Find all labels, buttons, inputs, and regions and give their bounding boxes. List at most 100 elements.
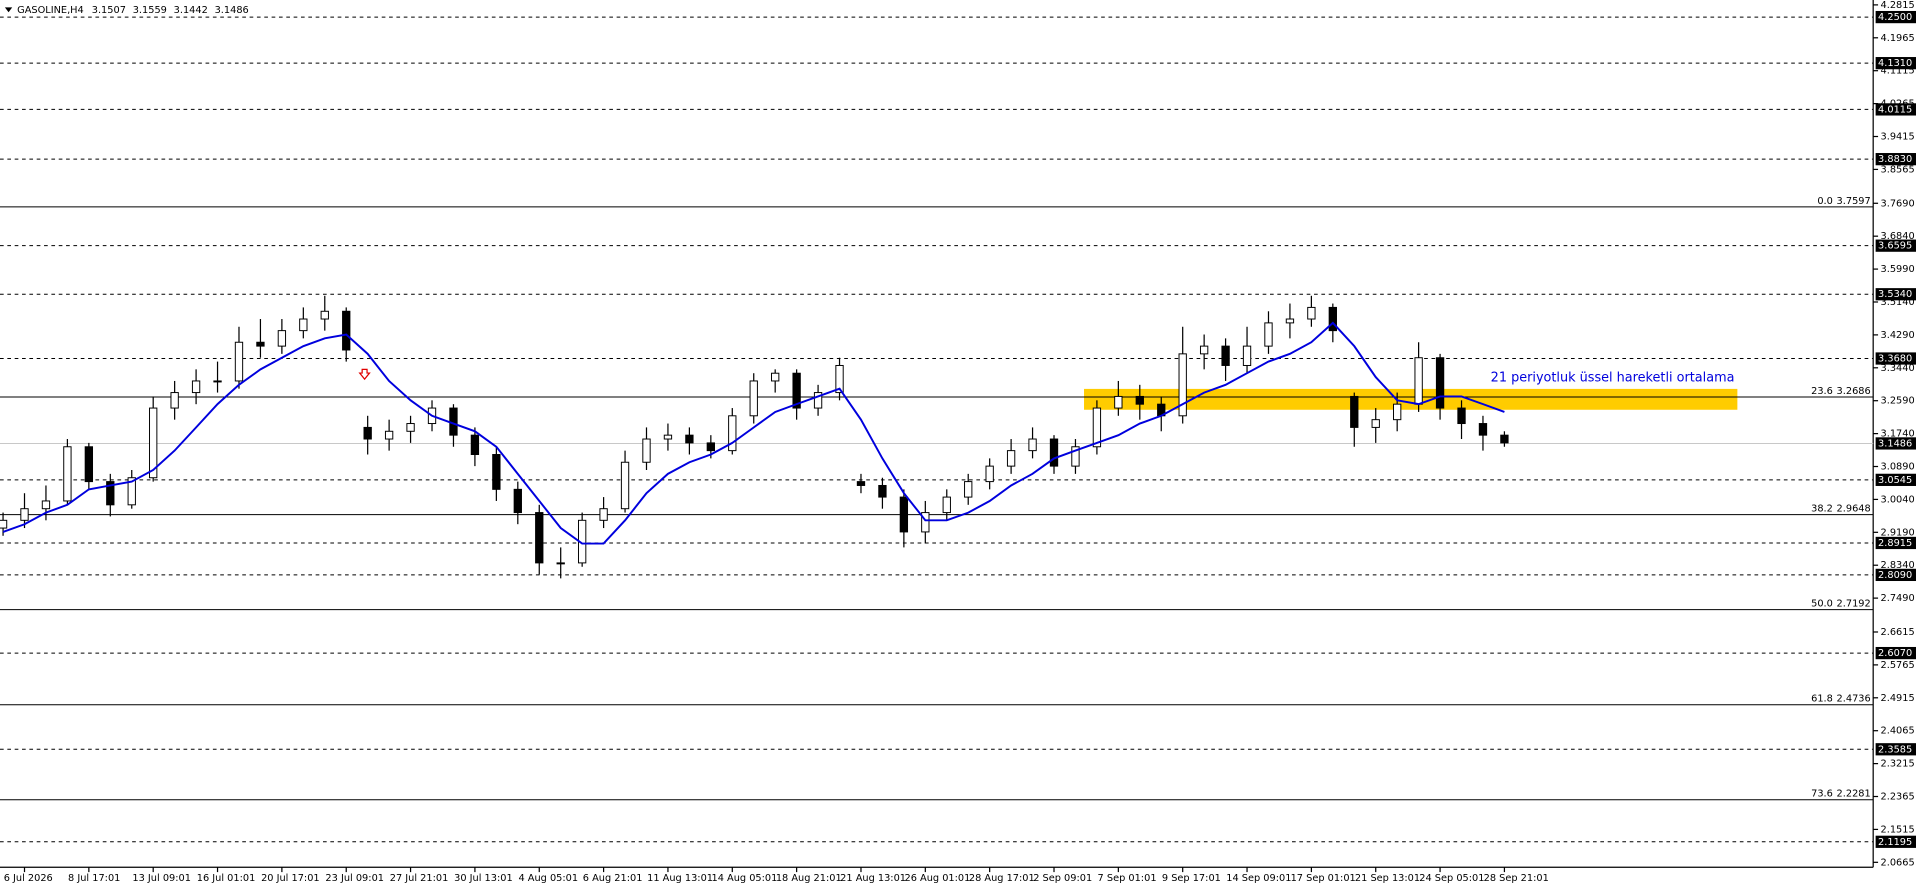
candle-body <box>728 415 737 452</box>
candle-body <box>277 330 287 347</box>
candle-body <box>964 481 973 498</box>
x-tick-label: 18 Aug 21:01 <box>776 873 842 884</box>
x-tick-label: 24 Sep 05:01 <box>1419 873 1484 884</box>
candle-body <box>685 434 694 444</box>
candle-body <box>1135 395 1144 405</box>
fib-level: 73.6 <box>1811 789 1833 800</box>
candle-body <box>492 454 501 490</box>
candle-body <box>299 318 308 332</box>
candle-body <box>1199 345 1209 355</box>
y-tick-label: 3.2590 <box>1881 396 1915 407</box>
y-tick-label: 3.5140 <box>1881 297 1915 308</box>
fib-price: 3.2686 <box>1837 386 1871 397</box>
x-tick-label: 8 Jul 17:01 <box>68 873 120 884</box>
y-tick-label: 3.6840 <box>1881 231 1915 242</box>
candle-body <box>406 423 415 432</box>
candle-body <box>1371 419 1380 428</box>
fib-label: 50.0 2.7192 <box>1811 599 1871 610</box>
fib-label: 38.2 2.9648 <box>1811 503 1871 514</box>
fib-price: 2.9648 <box>1837 503 1871 514</box>
level-box <box>1875 473 1916 486</box>
candle-body <box>921 512 930 533</box>
level-box <box>1875 352 1916 365</box>
level-box <box>1875 10 1916 24</box>
candle-body <box>599 508 608 521</box>
candle-body <box>813 392 823 409</box>
level-label: 2.6070 <box>1878 648 1912 659</box>
candle-body <box>1264 322 1273 347</box>
y-tick-label: 2.4065 <box>1881 726 1915 737</box>
candle-body <box>1049 438 1059 467</box>
candle-body <box>1457 407 1466 425</box>
fib-level: 61.8 <box>1811 694 1833 705</box>
ema-line <box>2 321 1505 545</box>
level-box <box>1875 536 1916 550</box>
candle-body <box>856 481 866 486</box>
candle-body <box>620 461 630 510</box>
candle-body <box>1071 446 1080 467</box>
level-label: 2.8915 <box>1878 538 1912 549</box>
candle-body <box>20 508 29 521</box>
candle-body <box>1092 407 1102 448</box>
x-tick-label: 21 Sep 13:01 <box>1355 873 1420 884</box>
candle-body <box>642 438 651 463</box>
y-tick-label: 4.1965 <box>1881 33 1915 44</box>
x-tick-label: 14 Sep 09:01 <box>1226 873 1291 884</box>
candle-body <box>470 434 480 455</box>
candle-body <box>384 430 394 440</box>
candle-body <box>899 496 909 533</box>
x-tick-label: 20 Jul 17:01 <box>261 873 320 884</box>
candle-body <box>985 465 994 483</box>
candle-body <box>1414 357 1423 405</box>
candle-body <box>342 310 351 351</box>
candle-body <box>449 407 458 436</box>
level-box <box>1875 239 1916 252</box>
candle-body <box>1307 306 1316 320</box>
level-label: 4.1310 <box>1878 58 1912 69</box>
fib-level: 23.6 <box>1811 386 1833 397</box>
x-tick-label: 30 Jul 13:01 <box>454 873 513 884</box>
candle-body <box>1393 403 1402 421</box>
candle-body <box>170 392 179 409</box>
candle-body <box>63 446 72 502</box>
level-label: 3.3680 <box>1878 354 1912 365</box>
header-high: 3.1559 <box>133 5 167 16</box>
x-tick-label: 6 Jul 2026 <box>4 873 53 884</box>
candle-body <box>1285 318 1295 324</box>
candle-body <box>1500 434 1509 444</box>
candle-body <box>942 496 951 514</box>
level-box <box>1875 835 1916 848</box>
header-close: 3.1486 <box>215 5 249 16</box>
fib-label: 23.6 3.2686 <box>1811 386 1871 397</box>
candle-body <box>771 372 780 382</box>
level-label: 2.1195 <box>1878 837 1912 848</box>
fib-label: 73.6 2.2281 <box>1811 789 1871 800</box>
y-tick-label: 2.3215 <box>1881 759 1915 770</box>
candle-body <box>1028 438 1037 452</box>
candle-body <box>0 519 8 529</box>
y-tick-label: 3.9415 <box>1881 132 1915 143</box>
x-tick-label: 6 Aug 21:01 <box>583 873 643 884</box>
y-tick-label: 2.1515 <box>1881 824 1915 835</box>
x-tick-label: 11 Aug 13:01 <box>647 873 713 884</box>
candle-body <box>792 372 801 409</box>
y-tick-label: 3.1740 <box>1881 429 1915 440</box>
candle-body <box>1435 357 1445 409</box>
candle-body <box>256 341 265 347</box>
y-tick-label: 2.6615 <box>1881 627 1915 638</box>
fib-price: 2.4736 <box>1837 694 1871 705</box>
candle-body <box>149 407 158 479</box>
x-tick-label: 27 Jul 21:01 <box>390 873 449 884</box>
level-label: 2.3585 <box>1878 744 1912 755</box>
x-tick-label: 26 Aug 01:01 <box>905 873 971 884</box>
y-tick-label: 3.4290 <box>1881 330 1915 341</box>
y-tick-label: 2.9190 <box>1881 527 1915 538</box>
candle-body <box>835 364 844 394</box>
y-tick-label: 3.5990 <box>1881 264 1915 275</box>
candle-body <box>513 488 522 514</box>
current-price-box <box>1875 437 1916 450</box>
level-label: 3.8830 <box>1878 154 1912 165</box>
